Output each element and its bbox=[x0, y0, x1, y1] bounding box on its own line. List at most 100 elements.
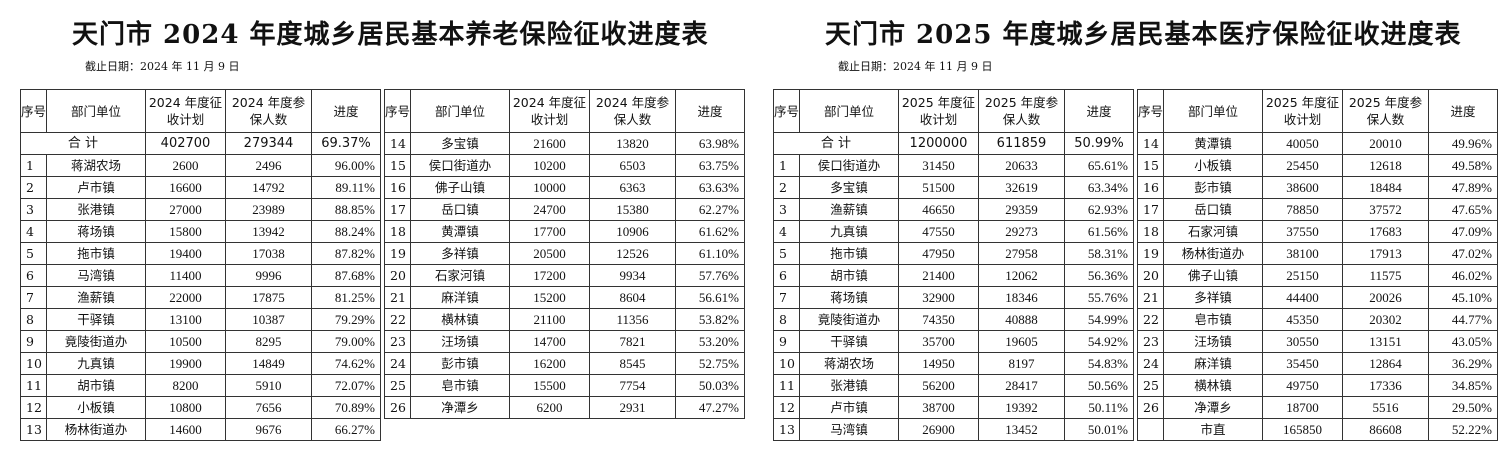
table-row: 26 净潭乡 18700 5516 29.50% bbox=[1137, 396, 1498, 419]
row-serial: 10 bbox=[20, 352, 47, 375]
row-unit: 多祥镇 bbox=[410, 242, 510, 265]
row-plan: 38100 bbox=[1262, 242, 1343, 265]
header-unit: 部门单位 bbox=[410, 89, 510, 133]
row-serial: 20 bbox=[1137, 264, 1164, 287]
table-row: 25 皂市镇 15500 7754 50.03% bbox=[384, 374, 745, 397]
row-insured: 12526 bbox=[589, 242, 676, 265]
table-row: 19 多祥镇 20500 12526 61.10% bbox=[384, 242, 745, 265]
row-progress: 36.29% bbox=[1428, 352, 1498, 375]
header-plan: 2024 年度征收计划 bbox=[509, 89, 590, 133]
row-insured: 11356 bbox=[589, 308, 676, 331]
table-row: 14 黄潭镇 40050 20010 49.96% bbox=[1137, 132, 1498, 155]
row-serial: 17 bbox=[1137, 198, 1164, 221]
row-insured: 5910 bbox=[225, 374, 312, 397]
table-row: 5 拖市镇 19400 17038 87.82% bbox=[20, 242, 381, 265]
row-unit: 黄潭镇 bbox=[1163, 132, 1263, 155]
row-plan: 10000 bbox=[509, 176, 590, 199]
row-unit: 杨林街道办 bbox=[46, 418, 146, 441]
row-serial: 8 bbox=[773, 308, 800, 331]
total-label: 合 计 bbox=[773, 132, 899, 155]
table-row: 23 汪场镇 30550 13151 43.05% bbox=[1137, 330, 1498, 353]
row-progress: 45.10% bbox=[1428, 286, 1498, 309]
row-insured: 6363 bbox=[589, 176, 676, 199]
row-plan: 10500 bbox=[145, 330, 226, 353]
row-serial: 7 bbox=[20, 286, 47, 309]
row-plan: 17700 bbox=[509, 220, 590, 243]
row-plan: 40050 bbox=[1262, 132, 1343, 155]
table-row: 11 胡市镇 8200 5910 72.07% bbox=[20, 374, 381, 397]
row-insured: 2931 bbox=[589, 396, 676, 419]
row-progress: 49.96% bbox=[1428, 132, 1498, 155]
row-plan: 10800 bbox=[145, 396, 226, 419]
row-unit: 彭市镇 bbox=[410, 352, 510, 375]
row-serial: 23 bbox=[1137, 330, 1164, 353]
header-insured: 2024 年度参保人数 bbox=[225, 89, 312, 133]
header-plan: 2024 年度征收计划 bbox=[145, 89, 226, 133]
row-unit: 侯口街道办 bbox=[410, 154, 510, 177]
row-plan: 21100 bbox=[509, 308, 590, 331]
row-serial: 16 bbox=[384, 176, 411, 199]
row-insured: 86608 bbox=[1342, 418, 1429, 441]
total-insured: 611859 bbox=[978, 132, 1065, 155]
pension-date: 截止日期：2024 年 11 月 9 日 bbox=[85, 60, 240, 73]
row-plan: 26900 bbox=[898, 418, 979, 441]
table-row: 6 马湾镇 11400 9996 87.68% bbox=[20, 264, 381, 287]
table-row: 15 小板镇 25450 12618 49.58% bbox=[1137, 154, 1498, 177]
medical-date: 截止日期：2024 年 11 月 9 日 bbox=[838, 60, 993, 73]
row-plan: 74350 bbox=[898, 308, 979, 331]
row-progress: 44.77% bbox=[1428, 308, 1498, 331]
row-plan: 46650 bbox=[898, 198, 979, 221]
row-serial: 4 bbox=[773, 220, 800, 243]
row-unit: 蒋场镇 bbox=[46, 220, 146, 243]
row-unit: 汪场镇 bbox=[1163, 330, 1263, 353]
table-row: 12 小板镇 10800 7656 70.89% bbox=[20, 396, 381, 419]
table-row: 25 横林镇 49750 17336 34.85% bbox=[1137, 374, 1498, 397]
row-unit: 竟陵街道办 bbox=[46, 330, 146, 353]
row-plan: 51500 bbox=[898, 176, 979, 199]
table-row: 17 岳口镇 24700 15380 62.27% bbox=[384, 198, 745, 221]
header-serial: 序号 bbox=[384, 89, 411, 133]
row-plan: 25450 bbox=[1262, 154, 1343, 177]
row-progress: 66.27% bbox=[311, 418, 381, 441]
row-plan: 15500 bbox=[509, 374, 590, 397]
row-progress: 87.68% bbox=[311, 264, 381, 287]
header-progress: 进度 bbox=[675, 89, 745, 133]
row-insured: 2496 bbox=[225, 154, 312, 177]
row-insured: 9676 bbox=[225, 418, 312, 441]
row-progress: 79.29% bbox=[311, 308, 381, 331]
row-insured: 13942 bbox=[225, 220, 312, 243]
table-row: 3 渔薪镇 46650 29359 62.93% bbox=[773, 198, 1134, 221]
row-progress: 53.82% bbox=[675, 308, 745, 331]
table-row: 市直 165850 86608 52.22% bbox=[1137, 418, 1498, 441]
row-serial: 14 bbox=[1137, 132, 1164, 155]
row-serial: 3 bbox=[20, 198, 47, 221]
row-plan: 11400 bbox=[145, 264, 226, 287]
row-serial: 5 bbox=[20, 242, 47, 265]
medical-title: 天门市 2025 年度城乡居民基本医疗保险征收进度表 bbox=[825, 20, 1462, 50]
row-unit: 皂市镇 bbox=[1163, 308, 1263, 331]
table-row: 21 多祥镇 44400 20026 45.10% bbox=[1137, 286, 1498, 309]
total-progress: 50.99% bbox=[1064, 132, 1134, 155]
row-plan: 47550 bbox=[898, 220, 979, 243]
row-insured: 17913 bbox=[1342, 242, 1429, 265]
table-header-row: 序号 部门单位 2025 年度征收计划 2025 年度参保人数 进度 bbox=[1137, 89, 1498, 133]
row-plan: 16200 bbox=[509, 352, 590, 375]
total-plan: 1200000 bbox=[898, 132, 979, 155]
row-serial: 26 bbox=[1137, 396, 1164, 419]
row-unit: 蒋场镇 bbox=[799, 286, 899, 309]
row-plan: 10200 bbox=[509, 154, 590, 177]
row-progress: 61.10% bbox=[675, 242, 745, 265]
row-serial: 12 bbox=[20, 396, 47, 419]
row-unit: 胡市镇 bbox=[799, 264, 899, 287]
header-unit: 部门单位 bbox=[1163, 89, 1263, 133]
row-serial: 23 bbox=[384, 330, 411, 353]
row-insured: 28417 bbox=[978, 374, 1065, 397]
row-insured: 5516 bbox=[1342, 396, 1429, 419]
row-progress: 52.22% bbox=[1428, 418, 1498, 441]
row-unit: 佛子山镇 bbox=[410, 176, 510, 199]
row-plan: 19900 bbox=[145, 352, 226, 375]
row-unit: 蒋湖农场 bbox=[46, 154, 146, 177]
total-row: 合 计 1200000 611859 50.99% bbox=[773, 132, 1134, 155]
table-row: 22 皂市镇 45350 20302 44.77% bbox=[1137, 308, 1498, 331]
row-unit: 张港镇 bbox=[46, 198, 146, 221]
